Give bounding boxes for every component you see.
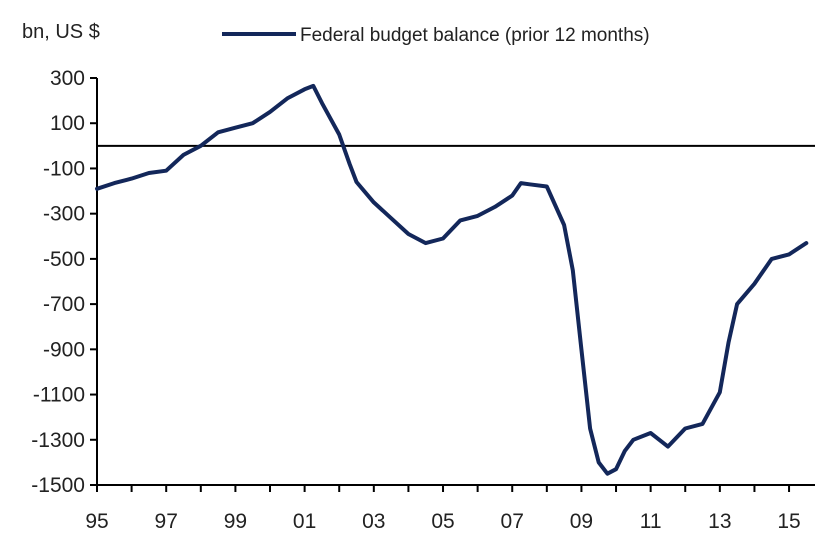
legend-label: Federal budget balance (prior 12 months) bbox=[300, 25, 650, 46]
y-tick-label: -500 bbox=[43, 248, 85, 271]
x-tick-label: 05 bbox=[431, 510, 454, 533]
y-tick-label: 300 bbox=[50, 67, 85, 90]
x-tick-label: 15 bbox=[777, 510, 800, 533]
legend: Federal budget balance (prior 12 months) bbox=[222, 25, 650, 46]
x-axis-tick-labels: 95 97 99 01 03 05 07 09 11 13 15 bbox=[85, 510, 800, 533]
y-tick-label: -1100 bbox=[33, 384, 85, 407]
y-tick-label: 100 bbox=[50, 112, 85, 135]
x-tick-label: 03 bbox=[362, 510, 385, 533]
x-tick-label: 11 bbox=[640, 510, 662, 533]
y-tick-label: -1500 bbox=[31, 474, 85, 497]
x-tick-label: 07 bbox=[501, 510, 524, 533]
axes bbox=[90, 77, 815, 492]
y-unit-label: bn, US $ bbox=[22, 21, 100, 43]
x-tick-label: 09 bbox=[570, 510, 593, 533]
y-tick-label: -1300 bbox=[31, 429, 85, 452]
x-tick-label: 99 bbox=[224, 510, 247, 533]
y-tick-label: -900 bbox=[43, 338, 85, 361]
x-tick-label: 95 bbox=[85, 510, 108, 533]
y-tick-label: -300 bbox=[43, 203, 85, 226]
series-line-federal-budget-balance bbox=[95, 83, 809, 476]
y-tick-label: -100 bbox=[43, 157, 85, 180]
y-tick-label: -700 bbox=[43, 293, 85, 316]
x-tick-label: 13 bbox=[708, 510, 731, 533]
x-tick-label: 01 bbox=[293, 510, 316, 533]
y-axis-tick-labels: 300 100 -100 -300 -500 -700 -900 -1100 -1300 -150… bbox=[31, 67, 85, 497]
x-tick-label: 97 bbox=[155, 510, 178, 533]
